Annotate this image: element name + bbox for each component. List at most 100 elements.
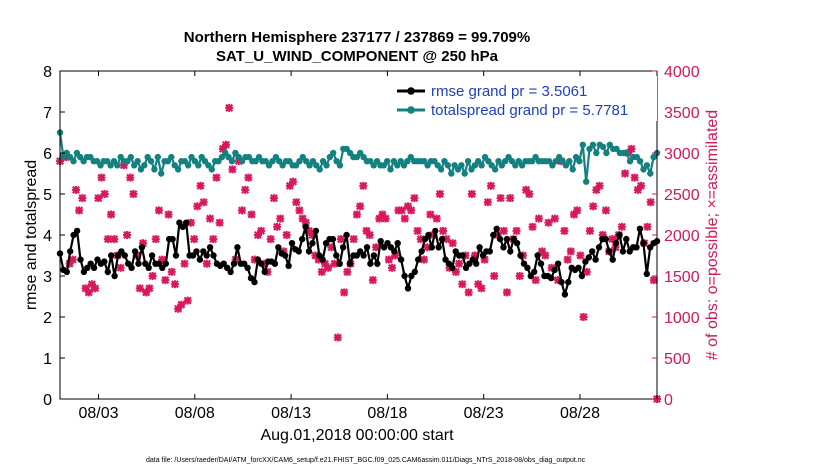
obs-marker xyxy=(576,251,585,260)
obs-marker xyxy=(222,140,231,149)
legend-marker-spread xyxy=(407,106,415,114)
obs-marker xyxy=(352,210,361,219)
obs-marker xyxy=(496,194,505,203)
footnote: data file: /Users/raeder/DAI/ATM_forcXX/… xyxy=(146,457,586,464)
totalspread-point xyxy=(195,162,202,169)
rmse-point xyxy=(77,256,84,263)
obs-marker xyxy=(78,194,87,203)
obs-marker xyxy=(177,300,186,309)
obs-marker xyxy=(486,181,495,190)
obs-marker xyxy=(123,231,132,239)
legend-box xyxy=(393,76,657,121)
obs-marker xyxy=(525,190,534,198)
rmse-point xyxy=(619,248,627,255)
rmse-point xyxy=(312,227,320,235)
obs-marker xyxy=(151,235,160,244)
rmse-point xyxy=(299,235,306,243)
rmse-point xyxy=(339,244,347,251)
y-tick-label-left: 8 xyxy=(43,64,52,81)
y-tick-label-right: 0 xyxy=(664,392,673,409)
totalspread-point xyxy=(185,162,192,169)
rmse-point xyxy=(561,291,569,298)
x-tick-label: 08/13 xyxy=(271,405,311,422)
totalspread-point xyxy=(593,149,600,157)
rmse-series xyxy=(56,219,661,299)
obs-marker xyxy=(579,313,588,321)
rmse-point xyxy=(473,260,480,267)
obs-marker xyxy=(196,181,205,190)
rmse-point xyxy=(63,268,70,276)
obs-marker xyxy=(94,194,103,203)
obs-marker xyxy=(356,202,365,211)
rmse-point xyxy=(595,244,603,251)
totalspread-point xyxy=(330,149,337,157)
obs-marker xyxy=(228,165,237,174)
totalspread-point xyxy=(336,162,344,169)
rmse-point xyxy=(90,264,98,271)
totalspread-point xyxy=(228,158,236,165)
obs-marker xyxy=(534,214,543,223)
rmse-point xyxy=(104,268,112,276)
obs-marker xyxy=(164,210,173,219)
obs-marker xyxy=(560,226,569,235)
obs-marker xyxy=(646,198,655,207)
obs-marker xyxy=(237,206,246,215)
totalspread-point xyxy=(599,143,607,150)
totalspread-point xyxy=(448,170,455,177)
obs-marker xyxy=(499,226,508,235)
obs-marker xyxy=(129,190,138,198)
rmse-point xyxy=(425,231,432,239)
rmse-point xyxy=(336,260,343,267)
rmse-point xyxy=(578,272,586,280)
obs-marker xyxy=(397,206,406,215)
y-tick-label-left: 7 xyxy=(43,105,52,122)
rmse-point xyxy=(370,252,378,259)
obs-marker xyxy=(107,210,116,219)
y-tick-label-right: 500 xyxy=(664,351,691,368)
obs-marker xyxy=(276,214,285,223)
obs-marker xyxy=(541,251,550,260)
rmse-point xyxy=(121,252,128,259)
rmse-point xyxy=(227,268,234,276)
obs-count-marks xyxy=(56,103,661,403)
rmse-point xyxy=(602,235,609,243)
axes: 0 1 2 3 4 5 6 7 8 0 500 1000 1500 2000 2500 3000 3500 400… xyxy=(43,64,700,422)
rmse-point xyxy=(404,285,412,292)
obs-marker xyxy=(627,144,636,153)
rmse-point xyxy=(418,248,425,255)
obs-marker xyxy=(282,231,291,239)
obs-marker xyxy=(550,214,559,223)
rmse-point xyxy=(507,248,514,255)
chart-title: Northern Hemisphere 237177 / 237869 = 99… xyxy=(184,29,530,46)
obs-marker xyxy=(544,218,553,227)
obs-marker xyxy=(225,103,234,112)
rmse-point xyxy=(551,266,558,274)
obs-marker xyxy=(423,243,432,252)
totalspread-point xyxy=(387,166,394,173)
totalspread-point xyxy=(589,141,597,148)
rmse-point xyxy=(449,264,456,271)
y-tick-label-left: 0 xyxy=(43,392,52,409)
totalspread-point xyxy=(643,162,651,169)
obs-marker xyxy=(483,198,492,207)
y-tick-label-right: 3000 xyxy=(664,146,700,163)
legend: rmse grand pr = 3.5061 totalspread grand… xyxy=(393,76,657,121)
y-tick-label-left: 4 xyxy=(43,228,52,245)
rmse-point xyxy=(548,274,555,282)
rmse-point xyxy=(496,235,504,243)
obs-marker xyxy=(215,218,224,227)
obs-marker xyxy=(528,222,537,231)
obs-marker xyxy=(435,190,444,198)
obs-marker xyxy=(400,214,409,223)
rmse-point xyxy=(244,264,251,271)
obs-marker xyxy=(630,173,639,182)
y-tick-label-right: 1500 xyxy=(664,269,700,286)
rmse-point xyxy=(616,231,623,239)
totalspread-point xyxy=(444,162,452,169)
obs-marker xyxy=(566,247,575,256)
totalspread-point xyxy=(323,162,330,169)
obs-marker xyxy=(273,222,282,231)
y-tick-label-right: 2500 xyxy=(664,187,700,204)
obs-marker xyxy=(336,235,345,244)
